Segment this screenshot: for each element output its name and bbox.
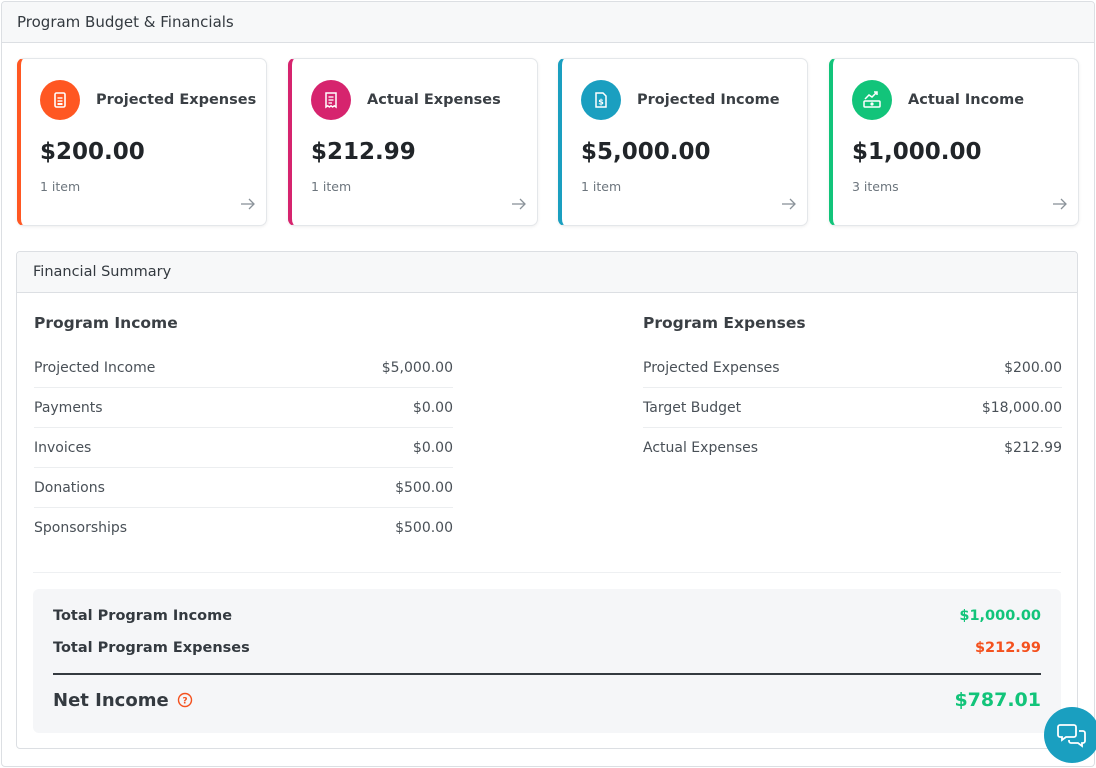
row-label: Sponsorships [34,520,128,536]
row-value: $200.00 [1004,359,1062,376]
list-item: Actual Expenses $212.99 [643,428,1062,468]
total-expenses-row: Total Program Expenses $212.99 [53,640,1041,656]
list-item: Invoices $0.00 [34,428,453,468]
total-income-row: Total Program Income $1,000.00 [53,608,1041,624]
total-income-label: Total Program Income [53,608,233,624]
row-label: Projected Expenses [643,359,780,376]
row-value: $5,000.00 [381,359,453,376]
panel-header: Program Budget & Financials [2,2,1094,43]
arrow-right-icon[interactable] [511,197,527,211]
row-label: Payments [34,399,103,416]
card-count: 3 items [852,179,899,194]
receipt-icon [311,80,351,120]
totals-box: Total Program Income $1,000.00 Total Pro… [33,589,1061,733]
total-expenses-value: $212.99 [974,640,1041,656]
card-count: 1 item [581,179,622,194]
summary-header: Financial Summary [17,252,1077,293]
divider [33,572,1061,573]
card-projected-income[interactable]: $ Projected Income $5,000.00 1 item [558,58,808,226]
card-title: Actual Expenses [367,92,501,108]
row-label: Actual Expenses [643,440,759,456]
list-item: Projected Expenses $200.00 [643,348,1062,388]
money-growth-icon [852,80,892,120]
list-item: Donations $500.00 [34,468,453,508]
arrow-right-icon[interactable] [1052,197,1068,211]
expenses-column: Program Expenses Projected Expenses $200… [643,314,1062,468]
list-item: Target Budget $18,000.00 [643,388,1062,428]
row-value: $212.99 [1004,440,1062,456]
document-icon [40,80,80,120]
net-income-row: Net Income ? $787.01 [53,689,1041,711]
expenses-title: Program Expenses [643,314,806,332]
chat-icon [1057,724,1086,748]
total-income-value: $1,000.00 [959,608,1041,624]
net-income-label-group: Net Income ? [53,690,193,711]
arrow-right-icon[interactable] [240,197,256,211]
card-amount: $1,000.00 [852,139,982,165]
card-projected-expenses[interactable]: Projected Expenses $200.00 1 item [17,58,267,226]
invoice-dollar-icon: $ [581,80,621,120]
financial-summary: Financial Summary Program Income Project… [16,251,1078,749]
card-actual-expenses[interactable]: Actual Expenses $212.99 1 item [288,58,538,226]
card-count: 1 item [40,179,81,194]
card-amount: $212.99 [311,139,416,165]
chat-button[interactable] [1044,707,1096,763]
help-icon[interactable]: ? [177,692,193,708]
list-item: Sponsorships $500.00 [34,508,453,548]
row-label: Projected Income [34,359,156,376]
card-title: Projected Expenses [96,92,257,108]
row-label: Invoices [34,439,92,456]
card-amount: $5,000.00 [581,139,711,165]
row-label: Target Budget [643,399,742,416]
list-item: Projected Income $5,000.00 [34,348,453,388]
panel-title: Program Budget & Financials [17,13,234,31]
row-value: $0.00 [412,439,453,456]
card-title: Projected Income [637,92,780,108]
row-value: $18,000.00 [981,399,1062,416]
row-value: $500.00 [395,479,453,496]
card-actual-income[interactable]: Actual Income $1,000.00 3 items [829,58,1079,226]
net-income-value: $787.01 [954,689,1041,711]
row-value: $500.00 [395,520,453,536]
card-amount: $200.00 [40,139,145,165]
arrow-right-icon[interactable] [781,197,797,211]
summary-title: Financial Summary [33,264,172,280]
income-title: Program Income [34,314,178,332]
income-column: Program Income Projected Income $5,000.0… [34,314,453,548]
svg-text:$: $ [598,98,604,107]
total-expenses-label: Total Program Expenses [53,640,250,656]
svg-text:?: ? [182,697,187,707]
net-income-label: Net Income [53,689,169,711]
row-label: Donations [34,479,105,496]
card-count: 1 item [311,179,352,194]
totals-separator [53,673,1041,675]
list-item: Payments $0.00 [34,388,453,428]
card-title: Actual Income [908,92,1025,108]
row-value: $0.00 [412,399,453,416]
